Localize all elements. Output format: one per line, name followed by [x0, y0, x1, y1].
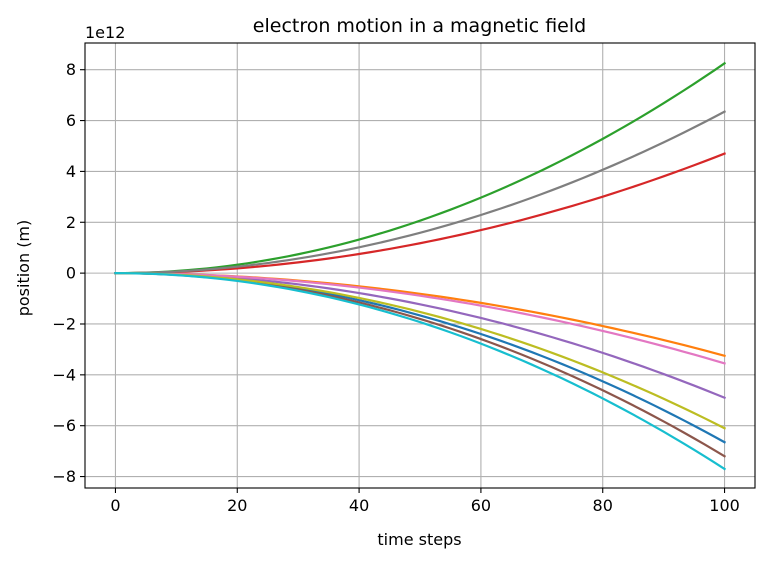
y-offset-label: 1e12	[85, 23, 125, 42]
series-line-3	[114, 61, 727, 275]
x-tick-label: 60	[471, 496, 491, 515]
x-tick-label: 0	[110, 496, 120, 515]
y-tick-label: −4	[52, 365, 76, 384]
x-tick-label: 20	[227, 496, 247, 515]
series-line-8	[114, 110, 727, 275]
axis-ticks: 0 20 40 60 80 100 −8 −6 −4 −2 0 2 4 6 8	[52, 60, 739, 515]
x-tick-label: 40	[349, 496, 369, 515]
x-tick-label: 100	[709, 496, 740, 515]
series-line-7	[114, 272, 726, 365]
grid	[85, 43, 755, 488]
y-tick-label: −8	[52, 467, 76, 486]
y-tick-label: 2	[66, 213, 76, 232]
series-lines	[114, 61, 727, 471]
series-line-9	[114, 272, 727, 430]
y-tick-label: 8	[66, 60, 76, 79]
series-line-6	[114, 272, 727, 458]
y-axis-label: position (m)	[14, 220, 33, 317]
y-tick-label: 0	[66, 264, 76, 283]
series-line-5	[114, 272, 726, 400]
chart-title: electron motion in a magnetic field	[253, 15, 586, 37]
series-line-10	[114, 272, 727, 471]
x-tick-label: 80	[593, 496, 613, 515]
plot-frame	[84, 42, 756, 489]
x-axis-label: time steps	[377, 530, 461, 549]
series-line-4	[114, 152, 726, 275]
y-tick-label: 6	[66, 111, 76, 130]
series-line-1	[114, 272, 727, 444]
y-tick-label: 4	[66, 162, 76, 181]
y-tick-label: −2	[52, 314, 76, 333]
y-tick-label: −6	[52, 416, 76, 435]
